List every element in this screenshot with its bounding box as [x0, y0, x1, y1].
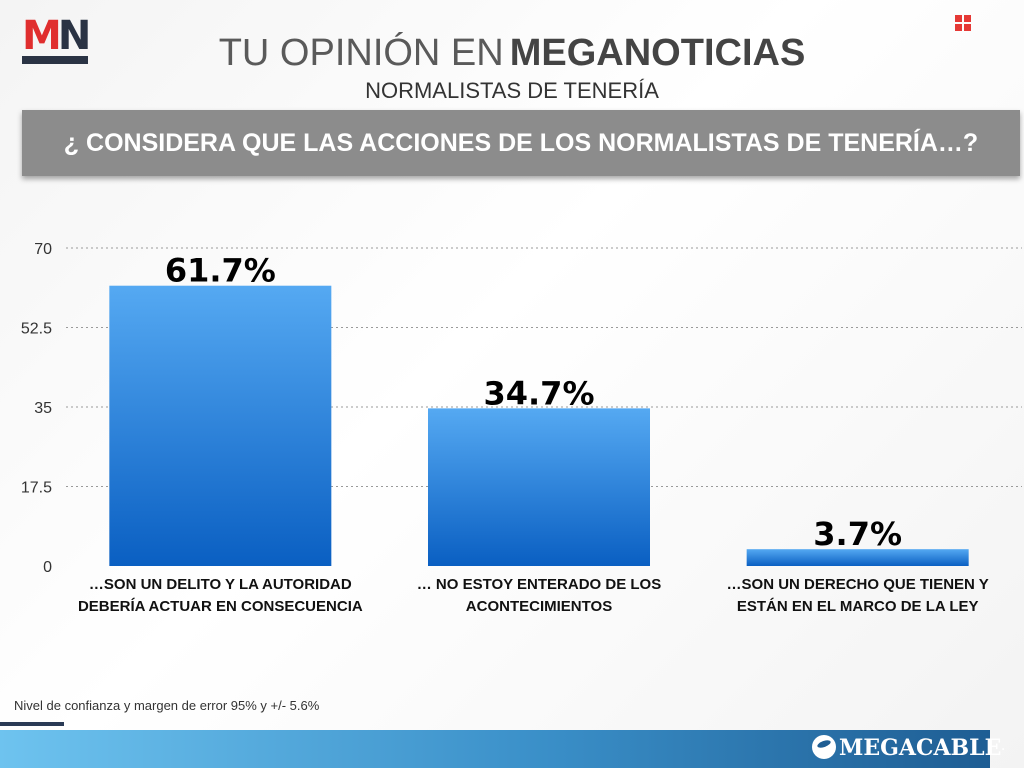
page-title: TU OPINIÓN EN MEGANOTICIAS — [0, 28, 1024, 78]
x-category-line: ESTÁN EN EL MARCO DE LA LEY — [736, 598, 979, 615]
y-tick-label: 52.5 — [21, 321, 52, 338]
logo-letters: MN — [22, 13, 91, 59]
confidence-note: Nivel de confianza y margen de error 95%… — [14, 698, 320, 713]
data-label: 34.7% — [483, 374, 594, 412]
grid-menu-icon[interactable] — [955, 15, 971, 31]
bar — [428, 408, 650, 566]
question-banner: ¿ CONSIDERA QUE LAS ACCIONES DE LOS NORM… — [22, 110, 1020, 176]
x-category-line: ACONTECIMIENTOS — [465, 598, 613, 615]
x-category-line: … NO ESTOY ENTERADO DE LOS — [416, 576, 662, 593]
bar-chart: 0 17.5 35 52.5 70 61.7% 34.7% 3.7% …SON UN DEL… — [0, 200, 1024, 640]
y-tick-label: 35 — [34, 400, 52, 417]
title-light: TU OPINIÓN EN — [218, 32, 504, 74]
title-bold: MEGANOTICIAS — [509, 32, 806, 74]
megacable-logo-text: MEGACABLE — [839, 735, 1002, 761]
y-tick-label: 70 — [34, 241, 52, 258]
y-tick-label: 0 — [43, 559, 52, 576]
footer-accent-line — [0, 722, 64, 726]
page-subtitle: NORMALISTAS DE TENERÍA — [365, 78, 659, 103]
chart-svg: 0 17.5 35 52.5 70 61.7% 34.7% 3.7% — [21, 241, 1022, 576]
x-category-label: …SON UN DERECHO QUE TIENEN Y ESTÁN EN EL … — [698, 574, 1018, 618]
meganoticias-logo: MN — [22, 13, 91, 66]
megacable-swirl-icon — [812, 735, 836, 759]
data-label: 3.7% — [813, 515, 902, 553]
bar — [109, 285, 332, 566]
megacable-logo: MEGACABLE. — [812, 733, 1005, 763]
x-category-line: …SON UN DELITO Y LA AUTORIDAD — [88, 576, 352, 593]
x-category-line: DEBERÍA ACTUAR EN CONSECUENCIA — [77, 598, 363, 615]
x-category-label: …SON UN DELITO Y LA AUTORIDAD DEBERÍA ACT… — [60, 574, 380, 618]
x-category-label: … NO ESTOY ENTERADO DE LOS ACONTECIMIENTO… — [379, 574, 699, 618]
bar — [746, 549, 969, 566]
y-tick-label: 17.5 — [21, 480, 52, 497]
logo-underline — [22, 56, 88, 64]
x-category-line: …SON UN DERECHO QUE TIENEN Y — [726, 576, 989, 593]
data-label: 61.7% — [165, 252, 276, 290]
